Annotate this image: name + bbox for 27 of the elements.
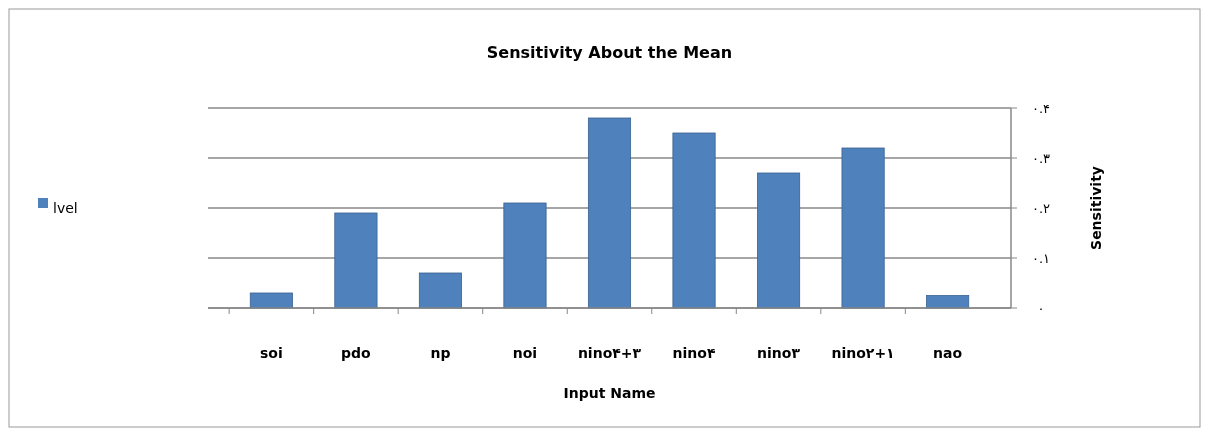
x-tick-label: nino۳ (757, 345, 801, 361)
legend-label: lvel (53, 200, 78, 216)
bar (757, 172, 801, 309)
x-tick-label: nao (933, 345, 963, 361)
bar (841, 147, 885, 309)
bar (672, 132, 716, 309)
bar (249, 292, 293, 309)
bar (418, 272, 462, 309)
bar (587, 117, 632, 309)
x-tick-label: soi (260, 345, 283, 361)
x-tick-label: nino۴+۳ (577, 345, 642, 361)
y-tick-label: ۰.۱ (1031, 251, 1051, 266)
bar (503, 202, 547, 309)
y-tick-label: ۰.۳ (1031, 151, 1051, 166)
x-tick-label: nino۲+۱ (831, 345, 895, 361)
y-axis-title: Sensitivity (1088, 166, 1104, 250)
x-tick-label: pdo (341, 345, 372, 361)
bar (334, 212, 378, 309)
x-tick-label: nino۴ (672, 345, 716, 361)
chart-title: Sensitivity About the Mean (486, 43, 733, 62)
y-tick-label: ۰.۲ (1031, 201, 1051, 216)
bar (926, 295, 970, 309)
y-tick-label: ۰.۴ (1031, 101, 1051, 116)
x-tick-label: np (430, 345, 451, 361)
y-tick-label: ۰ (1037, 301, 1045, 316)
x-tick-label: noi (512, 345, 538, 361)
x-axis-title: Input Name (563, 385, 656, 401)
